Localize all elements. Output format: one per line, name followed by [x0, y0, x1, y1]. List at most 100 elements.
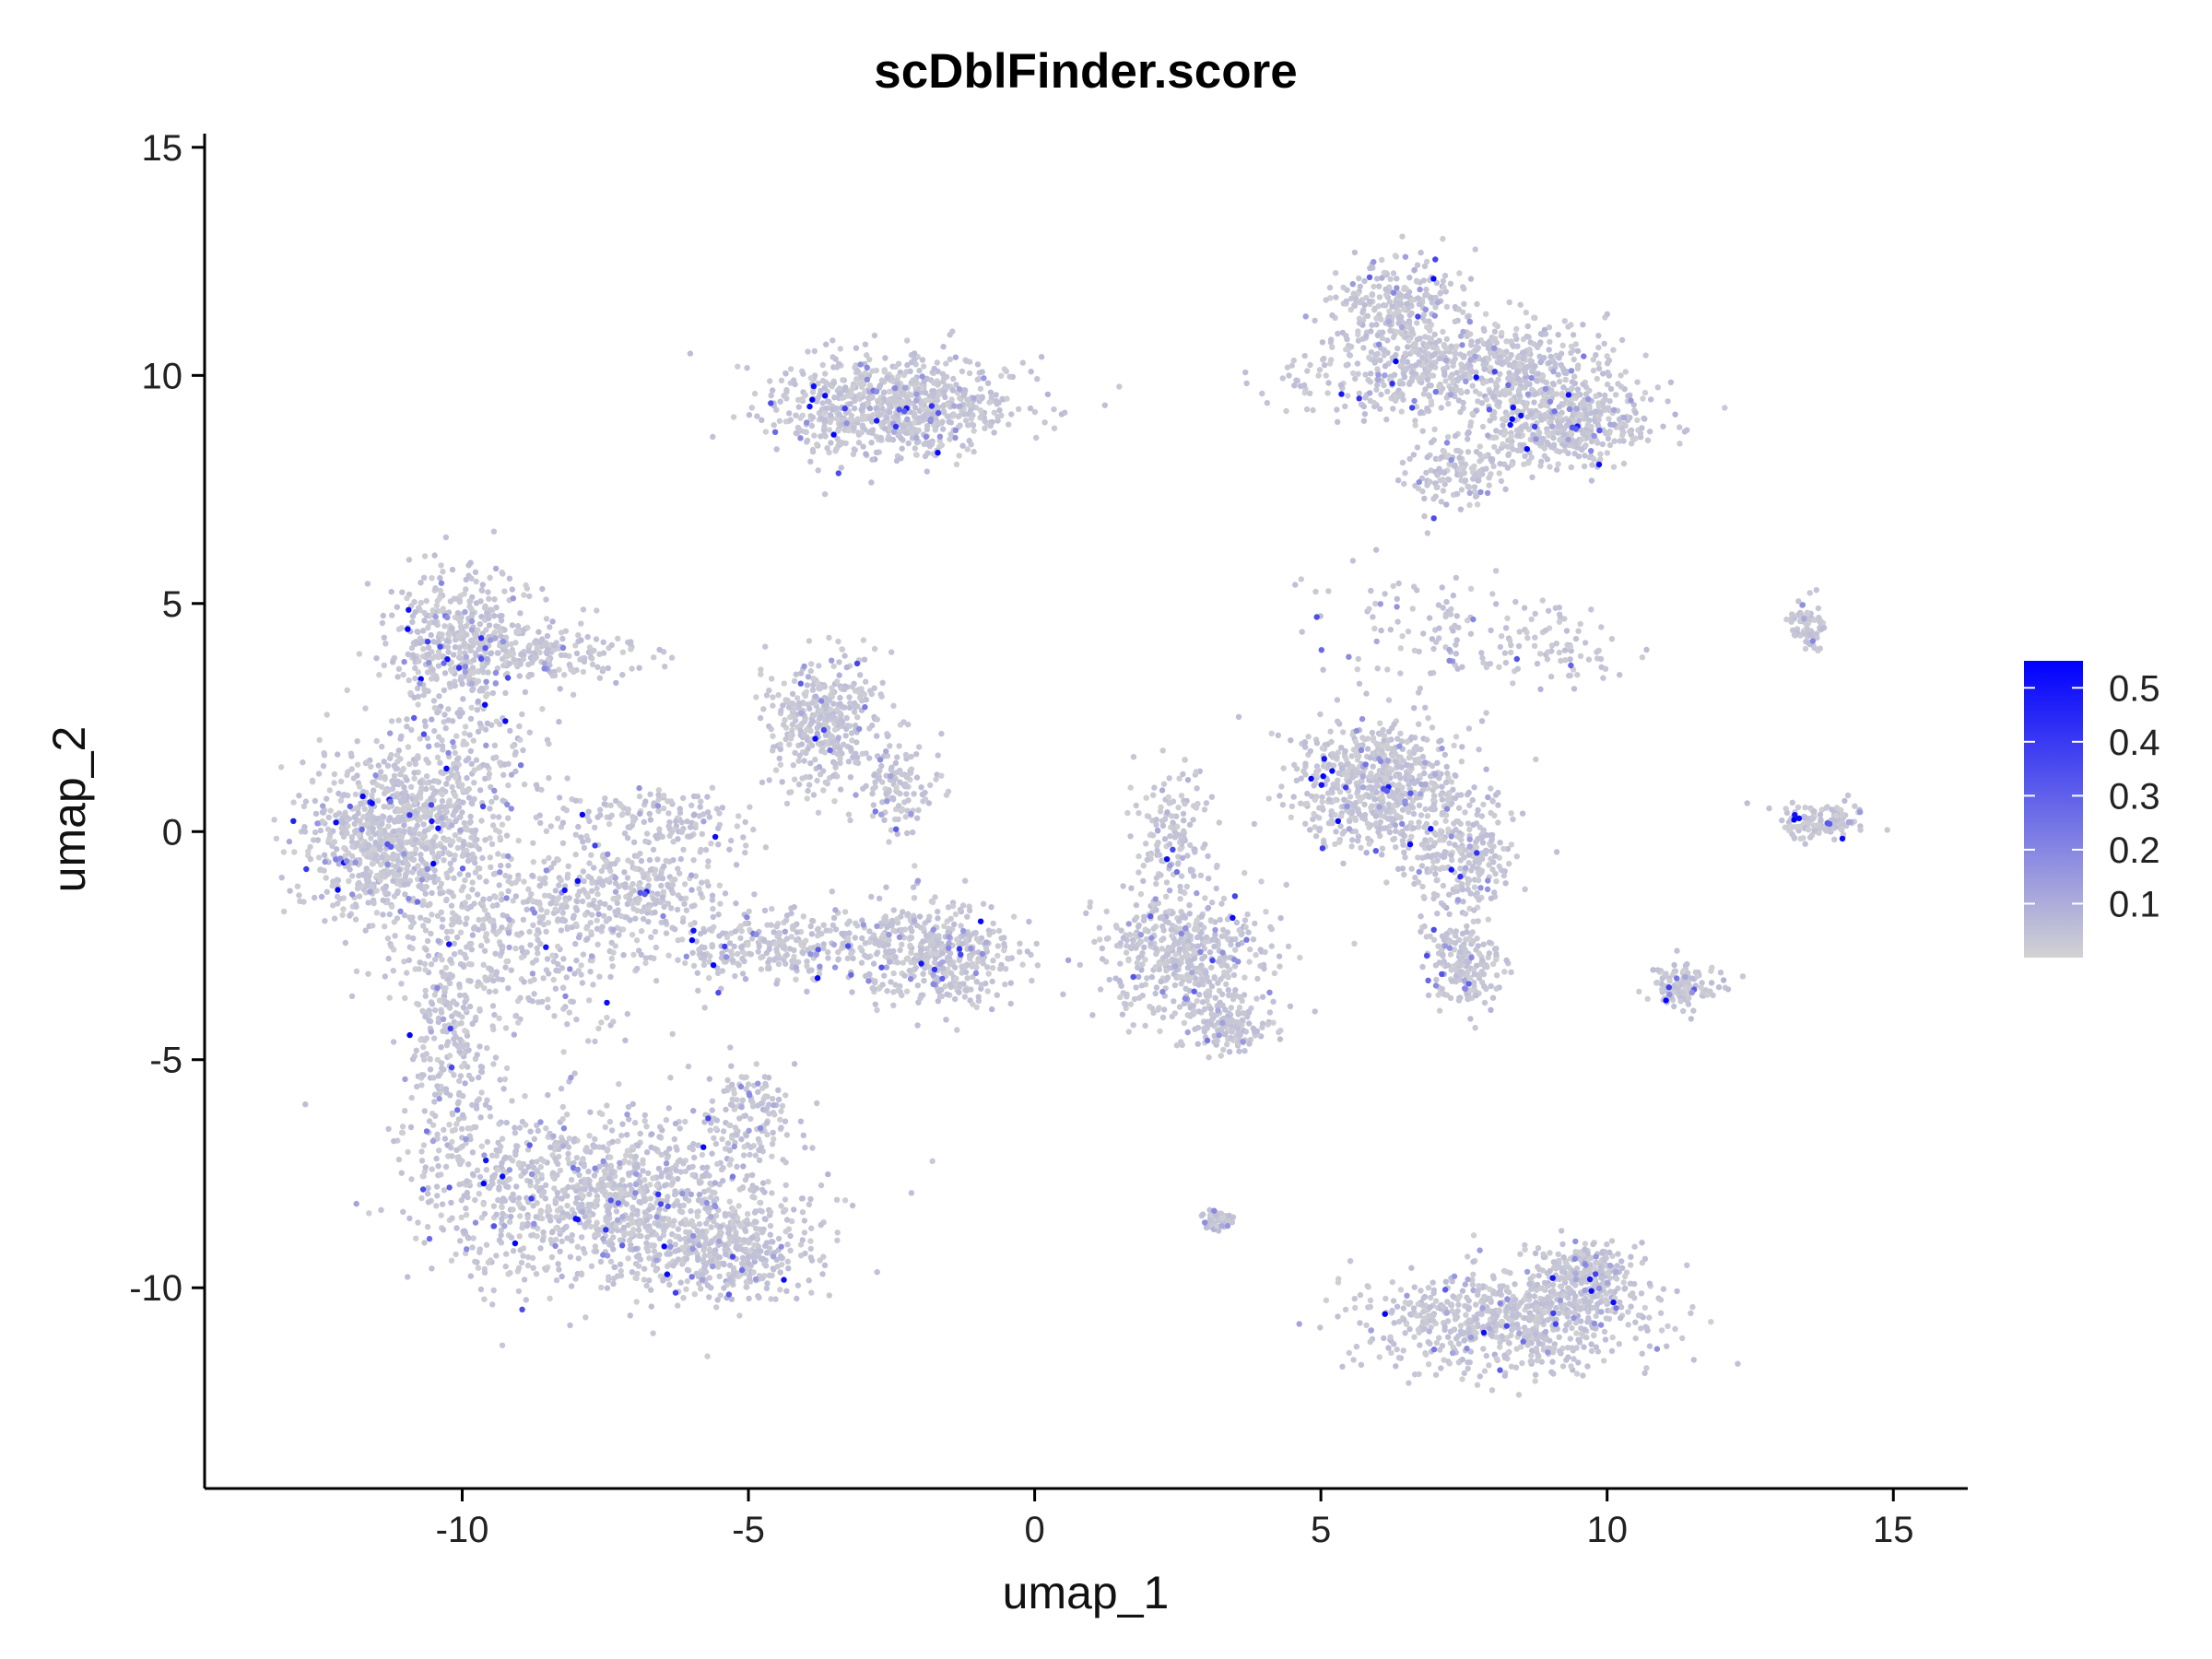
scatter-point: [551, 1013, 558, 1019]
scatter-point: [520, 899, 527, 905]
scatter-point: [701, 1005, 708, 1011]
scatter-point: [658, 1173, 665, 1180]
scatter-point: [1024, 948, 1031, 955]
scatter-point: [317, 866, 324, 873]
scatter-point: [807, 923, 814, 930]
scatter-point: [484, 1138, 491, 1146]
scatter-point: [493, 969, 500, 975]
chart-title: scDblFinder.score: [874, 44, 1298, 99]
scatter-point: [307, 856, 314, 863]
scatter-point: [594, 904, 601, 912]
scatter-point: [698, 1286, 704, 1292]
scatter-point: [593, 1198, 599, 1205]
scatter-point: [926, 913, 933, 920]
scatter-point: [296, 892, 302, 899]
scatter-point: [714, 1160, 721, 1168]
scatter-point: [325, 814, 332, 821]
scatter-point: [543, 928, 549, 935]
scatter-point: [559, 1273, 565, 1280]
scatter-point: [809, 717, 816, 724]
scatter-point: [744, 1217, 750, 1224]
scatter-point: [362, 927, 369, 934]
scatter-point: [516, 1213, 524, 1219]
scatter-point: [450, 998, 457, 1005]
scatter-point: [567, 1253, 574, 1260]
scatter-point: [651, 654, 657, 661]
scatter-point: [531, 1135, 537, 1143]
scatter-point: [454, 844, 461, 852]
scatter-point: [699, 879, 705, 886]
scatter-point: [888, 920, 896, 927]
scatter-point: [542, 875, 548, 881]
scatter-point: [470, 641, 477, 649]
scatter-point: [485, 1259, 492, 1266]
scatter-point: [352, 916, 359, 923]
scatter-point: [724, 1077, 731, 1084]
scatter-point: [482, 603, 488, 609]
scatter-point: [545, 919, 552, 926]
scatter-point: [665, 1194, 671, 1200]
scatter-point: [544, 909, 550, 915]
scatter-point: [467, 647, 474, 653]
scatter-point: [474, 891, 481, 898]
scatter-point: [525, 673, 532, 680]
scatter-point: [769, 1190, 775, 1196]
scatter-point: [515, 1200, 522, 1206]
scatter-point: [413, 1235, 419, 1241]
scatter-point: [334, 881, 340, 888]
scatter-point: [320, 762, 327, 770]
scatter-point: [730, 1206, 736, 1213]
scatter-point: [791, 714, 798, 721]
scatter-point: [688, 1207, 694, 1215]
scatter-point: [635, 1142, 641, 1149]
scatter-point: [566, 1009, 572, 1016]
scatter-point: [550, 959, 558, 965]
scatter-point: [594, 890, 601, 898]
scatter-point: [439, 1060, 445, 1066]
scatter-point: [759, 1229, 766, 1236]
scatter-point: [1060, 991, 1066, 998]
scatter-point: [463, 1211, 470, 1218]
scatter-point: [454, 610, 462, 617]
scatter-point: [337, 797, 345, 804]
scatter-point: [592, 1231, 598, 1239]
scatter-point: [870, 960, 877, 967]
scatter-point: [418, 856, 425, 863]
scatter-point: [884, 988, 890, 994]
scatter-point: [509, 880, 515, 887]
scatter-point: [534, 645, 540, 652]
scatter-point: [680, 1160, 687, 1167]
scatter-point: [418, 852, 424, 858]
scatter-point: [778, 1124, 784, 1131]
scatter-point: [535, 1127, 541, 1135]
scatter-point: [594, 885, 600, 892]
scatter-point: [435, 1073, 442, 1079]
scatter-point: [758, 1100, 764, 1107]
scatter-point: [478, 818, 485, 824]
scatter-point: [347, 912, 353, 919]
scatter-point: [807, 1254, 814, 1261]
scatter-point: [487, 1104, 493, 1112]
scatter-point: [477, 1068, 485, 1075]
scatter-point: [612, 880, 619, 887]
scatter-point: [466, 598, 473, 605]
scatter-point: [370, 779, 376, 785]
scatter-point: [488, 650, 494, 657]
scatter-point: [471, 767, 477, 773]
scatter-point: [985, 971, 992, 977]
scatter-point: [451, 1072, 457, 1078]
scatter-point: [401, 794, 407, 801]
scatter-point: [599, 1188, 606, 1194]
scatter-point: [438, 804, 445, 810]
scatter-point: [622, 884, 629, 890]
scatter-point: [331, 780, 337, 786]
scatter-point: [518, 1259, 525, 1266]
scatter-point: [578, 1271, 585, 1278]
scatter-point: [445, 799, 453, 806]
scatter-point: [634, 907, 641, 914]
scatter-point: [370, 923, 376, 929]
scatter-point: [544, 956, 551, 962]
scatter-point: [416, 806, 423, 812]
scatter-point: [753, 1061, 759, 1067]
scatter-point: [860, 637, 867, 643]
